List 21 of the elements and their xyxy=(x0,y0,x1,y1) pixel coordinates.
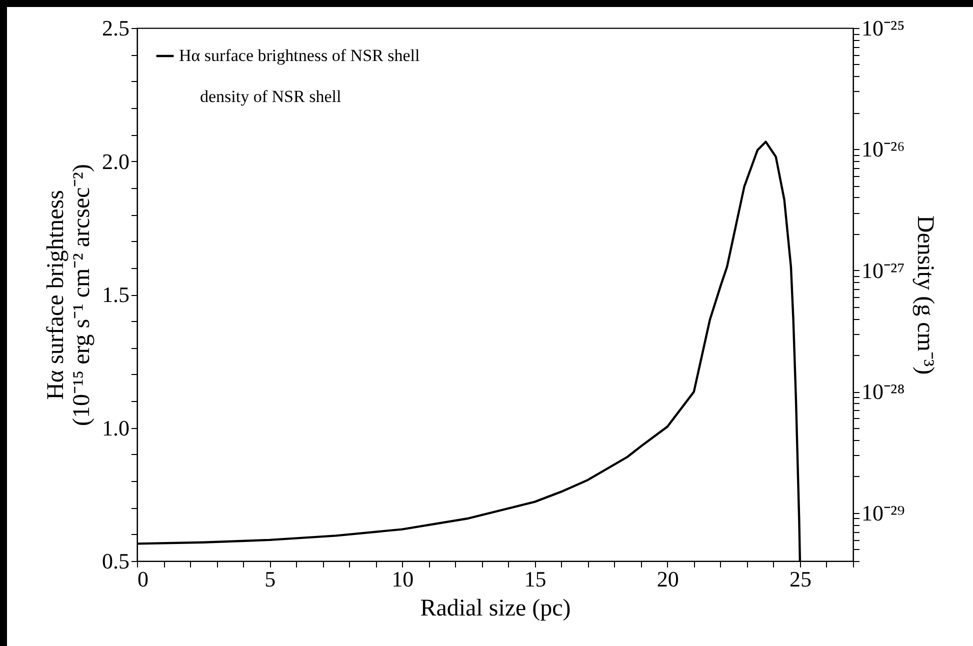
y2-tick-label: 10⁻²⁶ xyxy=(862,136,905,162)
y2-axis-title: Density (g cm⁻³) xyxy=(912,215,938,375)
y2-tick-label: 10⁻²⁸ xyxy=(862,379,905,404)
x-axis-title: Radial size (pc) xyxy=(420,596,571,622)
y2-tick-label: 10⁻²⁷ xyxy=(862,258,905,283)
y-tick-label: 0.5 xyxy=(102,548,130,574)
y-axis-title: Hα surface brightness (10⁻¹⁵ erg s⁻¹ cm⁻² arcsec⁻²) xyxy=(43,164,95,426)
x-tick-label: 5 xyxy=(264,566,276,592)
x-tick-label: 25 xyxy=(789,566,812,592)
y-tick-label: 2.5 xyxy=(102,16,130,40)
y-tick-label: 1.5 xyxy=(102,282,130,307)
x-tick-label: 15 xyxy=(524,566,546,592)
x-tick-label: 10 xyxy=(392,566,414,592)
y2-tick-label: 10⁻²⁹ xyxy=(862,500,906,526)
y-tick-label: 1.0 xyxy=(102,415,130,440)
x-tick-label: 0 xyxy=(138,566,148,592)
legend-label: Hα surface brightness of NSR shell xyxy=(179,46,420,65)
y2-tick-label: 10⁻²⁵ xyxy=(862,16,905,40)
y-tick-label: 2.0 xyxy=(102,148,130,174)
x-tick-label: 20 xyxy=(656,566,679,592)
annotation: density of NSR shell xyxy=(200,87,342,106)
